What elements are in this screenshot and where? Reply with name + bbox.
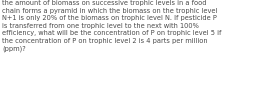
Text: the amount of biomass on successive trophic levels in a food
chain forms a pyram: the amount of biomass on successive trop… xyxy=(2,0,222,52)
